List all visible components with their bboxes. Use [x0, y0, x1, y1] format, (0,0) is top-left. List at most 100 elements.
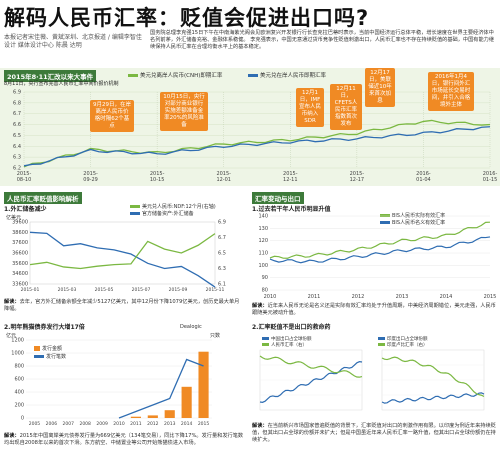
p3-xtick: 2011 [130, 421, 142, 427]
p1-xtick: 2015-11 [206, 287, 225, 293]
p3-bar [198, 351, 209, 418]
p1-xtick: 2015-01 [21, 287, 40, 293]
p3-ytick: 0 [21, 416, 24, 422]
legend-cnh: 美元兑离岸人民币(CNH)即期汇率 [128, 71, 222, 79]
p2-title: 1.过去若干年人民币明显升值 [252, 206, 331, 213]
p1-ytick-right: 6.9 [218, 220, 226, 226]
section-2-title: 汇率变动与出口 [252, 192, 304, 204]
timeline-xtick: 10-15 [150, 177, 165, 183]
p4-note: 解读：在当前新兴市场国家普遍贬值的背景下，汇率贬值对出口的刺激作用有限。以印度为… [252, 423, 496, 443]
p1-note: 解读：去年，官方外汇储备余额全年减少5127亿美元，其中12月份下降1079亿美… [4, 299, 240, 312]
p1-ytick-right: 6.5 [218, 251, 226, 257]
callout-1015: 10月15日，央行对部分商业银行实施差额准备金率20%的风险准备 [160, 92, 208, 131]
timeline-xtick: 2015- [283, 171, 298, 177]
timeline-ytick: 6.6 [13, 122, 21, 128]
p1-ytick-left: 36600 [12, 251, 28, 257]
callout-1201: 12月1日，IMF宣布人民币纳入SDR [296, 88, 324, 127]
p3-bar [181, 386, 192, 418]
p1-ytick-left: 37600 [12, 240, 28, 246]
p1-xtick: 2015-03 [58, 287, 77, 293]
byline: 本报记者宋佳薇、黄斌深圳、北京报道 / 编辑李智佳 设计 媒体设计中心 陈晨 达… [4, 34, 142, 49]
p4-title: 2.汇率贬值不是出口的救命药 [252, 324, 331, 331]
p3-xtick: 2015 [198, 421, 210, 427]
timeline-xtick: 2015- [350, 171, 365, 177]
p3-xtick: 2005 [29, 421, 41, 427]
p1-series-ndf [29, 233, 216, 270]
p3-xtick: 2006 [46, 421, 58, 427]
timeline-ytick: 6.7 [13, 111, 21, 117]
p3-source: Dealogic [180, 324, 202, 330]
p4-legend-b1: 印度卢比汇率（右） [378, 342, 428, 348]
p3-ytick: 200 [14, 403, 24, 409]
p4-legend-b0: 印度出口占全球份额 [378, 336, 428, 342]
p1-ytick-left: 34600 [12, 271, 28, 277]
p4-india-series-share [381, 392, 485, 404]
callout-0104: 2016年1月4日，银行间外汇市场延长交易时间，并引入合格境外主体 [428, 72, 474, 111]
timeline-title: 2015年8·11汇改以来大事件 [4, 70, 97, 82]
p3-bar [130, 416, 141, 418]
section-1-title: 人民币汇率贬值影响解析 [4, 192, 82, 204]
p3-legend-count: 发行笔数 [34, 353, 66, 360]
p2-xtick: 2010 [264, 294, 277, 300]
p2-ytick: 110 [258, 251, 268, 257]
p3-xtick: 2010 [113, 421, 125, 427]
timeline-xtick: 2015- [216, 171, 231, 177]
p1-ytick-left: 39600 [12, 220, 28, 226]
p1-legend-ndf: 美元兑人民币:NDF:12个月(右轴) [130, 203, 216, 210]
p3-bar [164, 410, 175, 418]
timeline-ytick: 6.3 [13, 155, 21, 161]
p2-legend-nominal: BIS人民币名义有效汇率 [380, 219, 445, 226]
timeline-xtick: 01-04 [416, 177, 431, 183]
p3-ytick: 1200 [11, 338, 24, 344]
p4-china-series-share [259, 361, 363, 403]
p2-ytick: 100 [258, 263, 268, 269]
p3-ytick: 800 [14, 364, 24, 370]
p2-note: 解读：近年来人民币无论是名义还是实际有效汇率均处于升值周期，中美经济周期错位，美… [252, 303, 496, 316]
p2-xtick: 2012 [352, 294, 365, 300]
timeline-xtick: 2015- [83, 171, 98, 177]
p2-xtick: 2014 [440, 294, 453, 300]
p4-india-series-fx [381, 356, 485, 398]
p3-bar [147, 415, 158, 418]
p3-xtick: 2014 [181, 421, 193, 427]
header: 解码人民币汇率：贬值会促进出口吗? 本报记者宋佳薇、黄斌深圳、北京报道 / 编辑… [0, 0, 500, 58]
p3-series-count [118, 358, 204, 419]
p3-unit-left: 亿元 [6, 333, 17, 339]
p3-ytick: 400 [14, 390, 24, 396]
p1-ytick-right: 6.1 [218, 282, 226, 288]
legend-cny: 美元兑在岸人民币即期汇率 [248, 71, 326, 79]
p2-series-1 [269, 236, 491, 264]
p1-xtick: 2015-07 [132, 287, 151, 293]
p2-xtick: 2011 [308, 294, 321, 300]
timeline-xtick: 2015- [150, 171, 165, 177]
p1-ytick-right: 6.3 [218, 266, 226, 272]
timeline-panel [0, 68, 500, 186]
p2-ytick: 90 [262, 275, 268, 281]
p3-ytick: 600 [14, 377, 24, 383]
p1-plot-area [29, 221, 216, 285]
p2-series-0 [269, 221, 491, 259]
timeline-xtick: 12-11 [283, 177, 298, 183]
p1-xtick: 2015-09 [169, 287, 188, 293]
p2-xtick: 2013 [396, 294, 409, 300]
p1-ytick-right: 6.7 [218, 235, 226, 241]
timeline-series-1 [23, 126, 491, 167]
timeline-xtick: 12-01 [216, 177, 231, 183]
fx-reserve-chart: 39600 38600 37600 36600 35600 34600 33600 6.9 6.… [12, 220, 226, 294]
p4-legend-a1: 人民币汇率（右） [262, 342, 307, 348]
p2-ytick: 120 [258, 238, 268, 244]
timeline-xtick: 01-15 [483, 177, 498, 183]
p3-note: 解读：2015年中国离岸美元债券发行量为669亿美元（134笔交易），同比下降1… [4, 433, 244, 446]
p3-xtick: 2009 [96, 421, 108, 427]
p4-legend-a0: 中国出口占全球份额 [262, 336, 312, 342]
timeline-ytick: 6.8 [13, 100, 21, 106]
p2-ytick: 80 [262, 288, 268, 294]
p1-title: 1.外汇储备减少 [4, 206, 47, 213]
p3-xtick: 2007 [63, 421, 75, 427]
export-share-chart [259, 349, 485, 411]
p3-ytick: 1000 [11, 351, 24, 357]
timeline-xtick: 12-17 [350, 177, 365, 183]
timeline-ytick: 6.9 [13, 90, 21, 96]
timeline-xtick: 2016- [483, 171, 498, 177]
